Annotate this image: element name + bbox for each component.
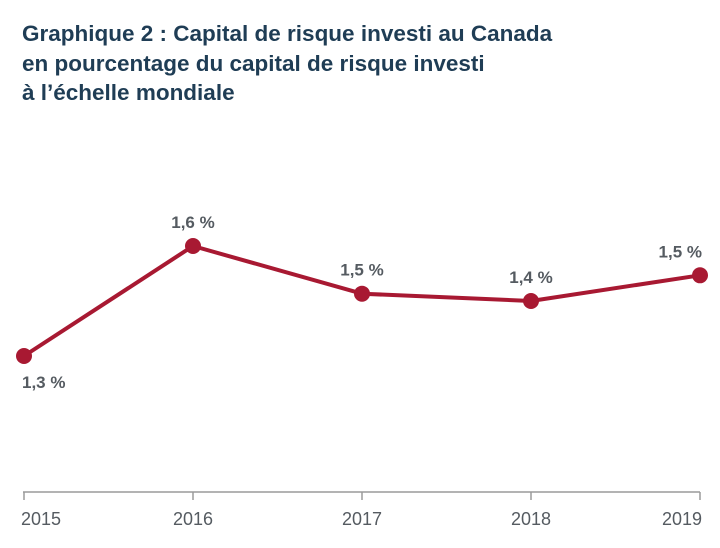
data-point <box>185 238 201 254</box>
data-point <box>354 285 370 302</box>
chart-title-line-3: à l’échelle mondiale <box>22 80 235 105</box>
x-axis-ticks <box>23 492 701 500</box>
chart-title-line-1: Graphique 2 : Capital de risque investi … <box>22 21 553 46</box>
data-label: 1,5 % <box>340 261 383 280</box>
x-axis-tick-label: 2019 <box>662 509 702 529</box>
data-label: 1,4 % <box>509 268 552 287</box>
chart-title-line-2: en pourcentage du capital de risque inve… <box>22 50 485 76</box>
data-point <box>523 293 539 309</box>
x-axis-tick-label: 2018 <box>511 509 551 529</box>
data-point <box>692 267 708 284</box>
data-points <box>16 238 708 364</box>
x-axis-tick-label: 2016 <box>173 509 213 529</box>
chart-title: Graphique 2 : Capital de risque investi … <box>22 19 702 108</box>
data-label: 1,6 % <box>171 213 214 232</box>
data-label: 1,3 % <box>22 373 65 392</box>
x-axis-tick-labels: 2015 2016 2017 2018 2019 <box>21 509 702 529</box>
x-axis-tick-label: 2015 <box>21 509 61 529</box>
x-axis-tick-label: 2017 <box>342 509 382 529</box>
data-label: 1,5 % <box>659 242 702 261</box>
data-labels: 1,3 % 1,6 % 1,5 % 1,4 % 1,5 % <box>22 213 702 392</box>
data-point <box>16 348 32 364</box>
